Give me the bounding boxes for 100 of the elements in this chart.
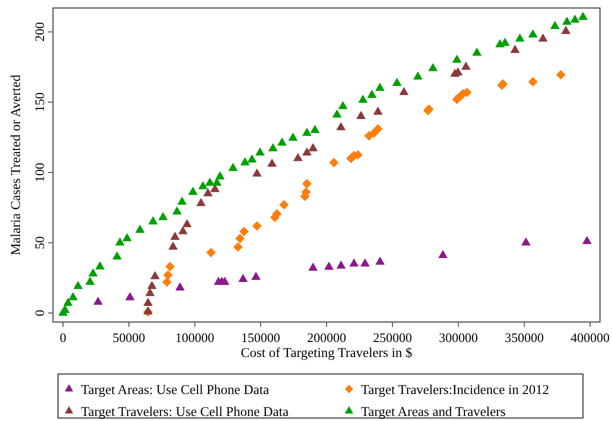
point xyxy=(308,143,318,152)
point xyxy=(358,94,368,103)
point xyxy=(515,34,524,42)
point xyxy=(413,72,422,80)
point xyxy=(528,29,538,38)
point xyxy=(528,77,538,87)
point xyxy=(510,44,520,53)
point xyxy=(578,12,588,20)
point xyxy=(550,21,560,30)
point xyxy=(302,128,312,136)
point xyxy=(247,154,257,163)
point xyxy=(63,298,73,306)
point xyxy=(538,34,548,42)
point xyxy=(329,158,339,168)
point xyxy=(150,271,160,280)
point xyxy=(336,260,346,269)
point xyxy=(252,168,262,177)
point xyxy=(168,242,178,250)
point xyxy=(356,110,366,119)
point xyxy=(438,250,448,258)
point xyxy=(122,233,132,242)
x-tick-label: 300000 xyxy=(438,330,478,345)
point xyxy=(279,200,289,210)
point xyxy=(310,125,320,134)
x-tick-label: 400000 xyxy=(570,330,610,345)
point xyxy=(158,212,168,220)
point xyxy=(240,157,250,166)
x-tick-label: 0 xyxy=(60,330,66,345)
point xyxy=(203,188,213,196)
point xyxy=(561,26,570,34)
point xyxy=(556,70,566,80)
point xyxy=(93,296,103,305)
point xyxy=(165,262,175,272)
point xyxy=(175,282,185,290)
point xyxy=(68,292,78,300)
point xyxy=(288,132,298,141)
point xyxy=(582,236,592,244)
point xyxy=(521,237,531,246)
point xyxy=(73,281,83,290)
point xyxy=(60,304,70,313)
point xyxy=(145,288,155,296)
point xyxy=(196,198,206,206)
point xyxy=(163,270,173,280)
point xyxy=(135,224,145,233)
point xyxy=(367,90,376,98)
point xyxy=(570,14,580,23)
point xyxy=(178,226,188,234)
point xyxy=(215,171,225,180)
point xyxy=(115,237,125,246)
point xyxy=(255,148,265,156)
point xyxy=(148,216,158,224)
point xyxy=(268,143,278,152)
y-tick-label: 200 xyxy=(32,22,47,42)
point xyxy=(308,262,318,271)
point xyxy=(251,272,261,280)
point xyxy=(375,82,385,91)
point xyxy=(198,181,208,190)
point xyxy=(332,110,342,118)
point xyxy=(324,262,334,270)
y-tick-label: 0 xyxy=(32,310,47,316)
legend-label: Target Travelers:Incidence in 2012 xyxy=(361,382,550,397)
point xyxy=(461,62,471,70)
point xyxy=(267,158,277,167)
point xyxy=(238,274,248,282)
x-tick-label: 50000 xyxy=(112,330,146,345)
point xyxy=(349,258,359,267)
point xyxy=(182,219,192,228)
point xyxy=(95,261,104,270)
point xyxy=(373,124,383,134)
point xyxy=(277,138,287,146)
point xyxy=(143,306,153,314)
y-tick-label: 50 xyxy=(32,236,47,250)
point xyxy=(472,48,482,56)
point xyxy=(228,162,238,171)
point xyxy=(212,178,222,186)
point xyxy=(252,221,262,231)
point xyxy=(205,178,215,186)
point xyxy=(210,184,220,192)
point xyxy=(399,87,408,96)
point xyxy=(338,101,348,110)
point xyxy=(85,276,95,285)
point xyxy=(235,234,245,244)
point xyxy=(88,268,98,276)
point xyxy=(452,54,462,63)
point xyxy=(373,106,383,115)
point xyxy=(360,258,370,267)
point xyxy=(112,252,122,260)
point xyxy=(206,248,216,258)
point xyxy=(125,292,135,300)
x-tick-label: 200000 xyxy=(307,330,346,345)
point xyxy=(562,16,572,25)
x-tick-label: 350000 xyxy=(504,330,544,345)
y-tick-label: 150 xyxy=(32,92,47,112)
point xyxy=(428,63,438,72)
y-tick-label: 100 xyxy=(32,162,47,182)
point xyxy=(336,122,346,130)
x-tick-label: 250000 xyxy=(372,330,412,345)
point xyxy=(162,277,172,287)
point xyxy=(188,186,198,195)
legend-label: Target Travelers: Use Cell Phone Data xyxy=(81,404,289,419)
